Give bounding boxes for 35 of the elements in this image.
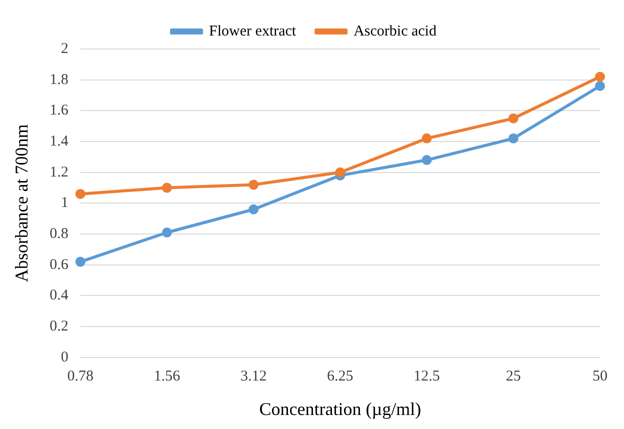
x-tick-label: 25 [506,368,521,384]
y-tick-label: 0.4 [50,288,69,304]
point [508,113,518,124]
y-tick-label: 2 [60,40,68,57]
legend-label: Ascorbic acid [354,23,437,40]
y-axis-title: Absorbance at 700nm [12,124,32,282]
y-tick-label: 0 [60,349,68,366]
x-tick-label: 3.12 [240,368,267,384]
y-tick-label: 1.6 [50,102,69,119]
y-tick-label: 1.2 [50,164,68,180]
y-tick-label: 0.8 [50,226,68,242]
point [248,204,259,214]
point [595,81,605,92]
point [595,72,605,82]
x-tick-label: 12.5 [414,368,440,384]
point [422,155,432,166]
point [508,133,518,144]
point [162,228,172,238]
y-tick-label: 0.2 [50,318,68,334]
point [335,167,346,178]
point [75,256,86,267]
point [422,133,432,144]
y-tick-label: 0.6 [50,256,69,273]
legend-label: Flower extract [209,23,297,40]
y-tick-label: 1.8 [50,72,68,88]
x-tick-label: 50 [592,368,608,384]
x-axis-title: Concentration (µg/ml) [259,398,422,419]
point [162,182,172,193]
point [75,188,86,199]
y-tick-label: 1 [60,195,68,212]
point [248,180,259,190]
x-tick-label: 6.25 [327,368,354,384]
x-tick-label: 1.56 [154,368,181,384]
y-tick-label: 1.4 [50,133,69,150]
x-tick-label: 0.78 [67,368,94,384]
